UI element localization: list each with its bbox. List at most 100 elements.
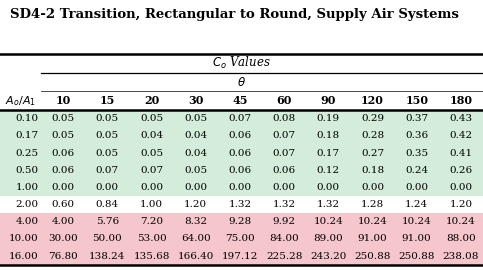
Text: 1.00: 1.00 — [15, 183, 39, 192]
Text: 5.76: 5.76 — [96, 217, 119, 226]
Text: 0.05: 0.05 — [184, 114, 207, 123]
Text: 120: 120 — [361, 95, 384, 106]
Text: 0.00: 0.00 — [228, 183, 252, 192]
Text: 1.20: 1.20 — [449, 200, 472, 209]
Text: 250.88: 250.88 — [398, 252, 435, 261]
Text: 0.04: 0.04 — [140, 131, 163, 140]
Text: 0.05: 0.05 — [140, 148, 163, 158]
Text: SD4-2 Transition, Rectangular to Round, Supply Air Systems: SD4-2 Transition, Rectangular to Round, … — [10, 8, 458, 21]
Text: 0.60: 0.60 — [52, 200, 75, 209]
Text: 0.00: 0.00 — [405, 183, 428, 192]
Text: 0.27: 0.27 — [361, 148, 384, 158]
Bar — [0, 110, 483, 127]
Bar — [0, 144, 483, 162]
Text: 138.24: 138.24 — [89, 252, 126, 261]
Text: 0.00: 0.00 — [52, 183, 75, 192]
Text: 10.24: 10.24 — [313, 217, 343, 226]
Text: 243.20: 243.20 — [310, 252, 346, 261]
Text: 0.00: 0.00 — [140, 183, 163, 192]
Text: 0.36: 0.36 — [405, 131, 428, 140]
Text: 0.17: 0.17 — [317, 148, 340, 158]
Text: 10.24: 10.24 — [357, 217, 387, 226]
Text: 76.80: 76.80 — [48, 252, 78, 261]
Text: 0.00: 0.00 — [272, 183, 296, 192]
Text: 0.41: 0.41 — [449, 148, 472, 158]
Text: 0.00: 0.00 — [96, 183, 119, 192]
Text: 0.07: 0.07 — [272, 131, 296, 140]
Text: 10.00: 10.00 — [9, 234, 39, 243]
Text: 10.24: 10.24 — [402, 217, 432, 226]
Text: 91.00: 91.00 — [402, 234, 432, 243]
Text: 0.05: 0.05 — [140, 114, 163, 123]
Text: 0.06: 0.06 — [272, 166, 296, 175]
Text: 0.17: 0.17 — [15, 131, 39, 140]
Text: 0.84: 0.84 — [96, 200, 119, 209]
Bar — [0, 179, 483, 196]
Text: 0.43: 0.43 — [449, 114, 472, 123]
Text: 1.32: 1.32 — [228, 200, 252, 209]
Text: 150: 150 — [405, 95, 428, 106]
Text: 9.92: 9.92 — [272, 217, 296, 226]
Text: 180: 180 — [449, 95, 472, 106]
Text: 90: 90 — [321, 95, 336, 106]
Text: 0.00: 0.00 — [184, 183, 207, 192]
Text: $A_o/A_1$: $A_o/A_1$ — [5, 94, 36, 108]
Text: $C_o$ Values: $C_o$ Values — [212, 55, 271, 71]
Bar — [0, 127, 483, 144]
Text: 0.18: 0.18 — [317, 131, 340, 140]
Text: 0.05: 0.05 — [96, 131, 119, 140]
Text: 0.08: 0.08 — [272, 114, 296, 123]
Text: 0.04: 0.04 — [184, 148, 207, 158]
Text: 15: 15 — [99, 95, 115, 106]
Text: 9.28: 9.28 — [228, 217, 252, 226]
Text: 91.00: 91.00 — [357, 234, 387, 243]
Text: 10: 10 — [56, 95, 71, 106]
Text: 197.12: 197.12 — [222, 252, 258, 261]
Text: $\theta$: $\theta$ — [237, 76, 246, 89]
Text: 1.24: 1.24 — [405, 200, 428, 209]
Text: 0.28: 0.28 — [361, 131, 384, 140]
Text: 50.00: 50.00 — [92, 234, 122, 243]
Text: 1.32: 1.32 — [317, 200, 340, 209]
Text: 0.06: 0.06 — [228, 131, 252, 140]
Text: 1.32: 1.32 — [272, 200, 296, 209]
Text: 225.28: 225.28 — [266, 252, 302, 261]
Text: 0.05: 0.05 — [52, 114, 75, 123]
Text: 166.40: 166.40 — [178, 252, 214, 261]
Text: 64.00: 64.00 — [181, 234, 211, 243]
Text: 60: 60 — [276, 95, 292, 106]
Text: 4.00: 4.00 — [52, 217, 75, 226]
Bar — [0, 162, 483, 179]
Text: 16.00: 16.00 — [9, 252, 39, 261]
Text: 0.10: 0.10 — [15, 114, 39, 123]
Text: 1.00: 1.00 — [140, 200, 163, 209]
Text: 30.00: 30.00 — [48, 234, 78, 243]
Text: 0.07: 0.07 — [272, 148, 296, 158]
Text: 0.37: 0.37 — [405, 114, 428, 123]
Text: 0.35: 0.35 — [405, 148, 428, 158]
Text: 0.06: 0.06 — [228, 166, 252, 175]
Text: 135.68: 135.68 — [133, 252, 170, 261]
Text: 4.00: 4.00 — [15, 217, 39, 226]
Text: 10.24: 10.24 — [446, 217, 476, 226]
Text: 7.20: 7.20 — [140, 217, 163, 226]
Text: 84.00: 84.00 — [269, 234, 299, 243]
Text: 0.18: 0.18 — [361, 166, 384, 175]
Text: 0.05: 0.05 — [96, 148, 119, 158]
Text: 0.19: 0.19 — [317, 114, 340, 123]
Text: 0.50: 0.50 — [15, 166, 39, 175]
Text: 0.06: 0.06 — [52, 148, 75, 158]
Text: 8.32: 8.32 — [184, 217, 207, 226]
Text: 0.05: 0.05 — [184, 166, 207, 175]
Text: 20: 20 — [144, 95, 159, 106]
Text: 0.04: 0.04 — [184, 131, 207, 140]
Text: 250.88: 250.88 — [355, 252, 391, 261]
Text: 0.29: 0.29 — [361, 114, 384, 123]
Bar — [0, 230, 483, 247]
Text: 89.00: 89.00 — [313, 234, 343, 243]
Text: 2.00: 2.00 — [15, 200, 39, 209]
Text: 88.00: 88.00 — [446, 234, 476, 243]
Text: 0.00: 0.00 — [317, 183, 340, 192]
Text: 0.05: 0.05 — [96, 114, 119, 123]
Text: 0.24: 0.24 — [405, 166, 428, 175]
